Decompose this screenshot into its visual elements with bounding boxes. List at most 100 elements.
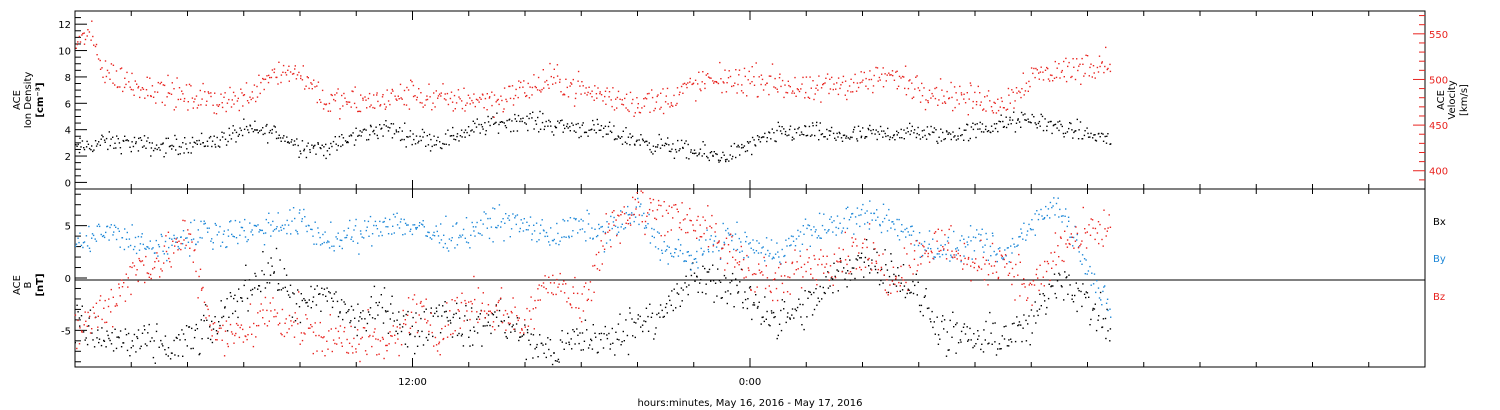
by-point [227, 235, 230, 237]
velocity-point [154, 91, 156, 93]
velocity-point [918, 89, 921, 92]
bz-point [907, 289, 909, 292]
velocity-point [637, 103, 639, 105]
velocity-point [694, 79, 697, 81]
density-point [175, 138, 178, 140]
density-point [862, 127, 864, 129]
bx-point [573, 330, 575, 333]
density-point [512, 130, 515, 132]
bx-point [822, 286, 824, 289]
bz-point [539, 299, 541, 301]
velocity-point [1027, 90, 1029, 92]
density-point [373, 133, 376, 135]
bx-point [680, 287, 683, 289]
velocity-point [842, 75, 845, 78]
bx-point [995, 354, 998, 356]
density-point [952, 131, 954, 133]
bz-point [175, 238, 177, 240]
bx-point [526, 329, 529, 331]
bz-point [615, 219, 617, 221]
density-point [1105, 142, 1108, 144]
density-point [192, 146, 194, 148]
by-point [927, 247, 929, 249]
velocity-point [1104, 65, 1106, 68]
by-point [685, 260, 687, 262]
bx-point [813, 291, 815, 294]
by-point [336, 238, 338, 240]
bx-point [834, 275, 836, 278]
by-point [272, 220, 274, 223]
velocity-point [376, 92, 378, 94]
by-point [1026, 234, 1028, 236]
bx-point [487, 321, 489, 323]
by-point [1040, 208, 1042, 211]
bz-point [1032, 280, 1035, 282]
density-point [474, 122, 476, 125]
by-point [113, 224, 116, 227]
bx-point [226, 330, 229, 332]
velocity-point [645, 98, 648, 100]
velocity-point [240, 88, 242, 90]
velocity-point [891, 70, 894, 72]
density-point [533, 128, 535, 130]
velocity-point [522, 86, 524, 88]
density-point [652, 145, 655, 147]
bz-point [601, 263, 603, 265]
velocity-point [951, 96, 953, 99]
by-point [595, 235, 598, 238]
legend-bx: Bx [1433, 217, 1446, 228]
bz-point [621, 211, 623, 213]
density-point [677, 139, 679, 142]
bx-point [798, 298, 800, 300]
bx-point [991, 343, 993, 345]
velocity-point [817, 89, 819, 91]
bx-point [374, 318, 376, 320]
density-point [100, 138, 102, 140]
bx-point [929, 318, 931, 320]
bx-point [525, 358, 527, 361]
velocity-point [855, 90, 858, 92]
velocity-point [575, 92, 577, 95]
density-point [473, 131, 475, 133]
bx-point [369, 307, 372, 309]
density-point [874, 133, 876, 135]
bx-point [222, 315, 225, 318]
velocity-point [948, 97, 951, 99]
density-point [417, 142, 419, 144]
bz-point [523, 332, 525, 334]
density-point [958, 127, 961, 130]
bz-point [200, 289, 203, 291]
density-point [950, 138, 952, 141]
bx-point [176, 337, 178, 339]
density-point [391, 137, 394, 139]
density-point [211, 145, 213, 148]
bx-point [705, 293, 707, 295]
density-point [821, 133, 824, 135]
velocity-point [617, 90, 620, 93]
by-point [719, 258, 722, 260]
bz-point [892, 266, 895, 268]
bx-point [364, 318, 366, 320]
velocity-point [997, 109, 1000, 112]
density-point [795, 132, 798, 134]
bz-point [163, 262, 165, 264]
density-point [363, 128, 366, 130]
bx-point [758, 301, 760, 303]
bz-point [827, 272, 830, 274]
density-point [654, 150, 656, 152]
velocity-point [584, 92, 586, 94]
bx-point [850, 273, 853, 275]
velocity-point [152, 96, 155, 98]
velocity-point [1070, 76, 1072, 79]
density-point [784, 133, 787, 136]
bz-point [738, 261, 741, 263]
density-point [185, 143, 187, 145]
velocity-point [544, 81, 546, 83]
bz-point [605, 213, 607, 215]
velocity-point [469, 97, 471, 99]
by-point [888, 208, 890, 211]
bz-point [633, 213, 635, 216]
density-point [187, 151, 190, 154]
velocity-point [159, 82, 161, 85]
bz-point [789, 276, 791, 279]
